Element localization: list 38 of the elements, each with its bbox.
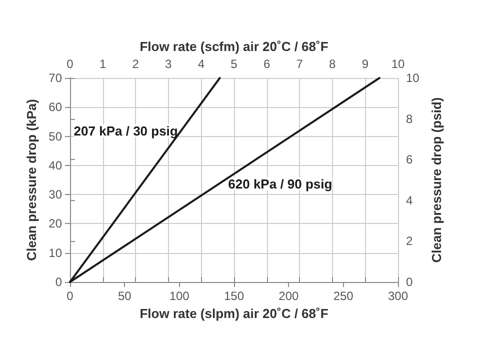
y2-tick-label: 8 — [406, 112, 413, 126]
x2-tick-label: 8 — [329, 57, 336, 71]
y-tick-label: 50 — [48, 129, 62, 144]
y-tick-label: 40 — [48, 158, 62, 172]
x2-tick-label: 6 — [263, 57, 270, 71]
x-tick-label: 200 — [278, 289, 299, 303]
y2-tick-label: 2 — [406, 234, 413, 248]
y-tick-label: 30 — [48, 188, 62, 202]
y-tick-label: 10 — [48, 246, 62, 260]
x2-tick-label: 3 — [165, 57, 172, 71]
y2-tick-label: 10 — [406, 71, 420, 85]
x-axis-title: Flow rate (slpm) air 20˚C / 68˚F — [140, 306, 328, 321]
x-tick-label: 250 — [333, 289, 354, 303]
x-tick-label: 150 — [224, 289, 244, 303]
x-tick-label: 0 — [66, 289, 74, 303]
x2-tick-label: 7 — [296, 57, 304, 71]
y2-tick-label: 0 — [406, 275, 413, 289]
x2-tick-label: 9 — [362, 57, 369, 71]
x2-tick-label: 0 — [66, 57, 74, 71]
y-tick-label: 60 — [48, 100, 62, 114]
y2-tick-label: 4 — [406, 193, 413, 208]
x2-tick-label: 4 — [198, 57, 205, 71]
y2-tick-label: 6 — [406, 152, 413, 167]
y-tick-label: 70 — [48, 71, 62, 85]
x2-tick-label: 5 — [230, 57, 238, 71]
x2-axis-title: Flow rate (scfm) air 20˚C / 68˚F — [140, 39, 328, 54]
series-label: 620 kPa / 90 psig — [228, 176, 332, 192]
series-label: 207 kPa / 30 psig — [74, 123, 178, 138]
y-tick-label: 0 — [55, 275, 62, 289]
x2-tick-label: 10 — [391, 57, 405, 71]
y2-axis-title: Clean pressure drop (psid) — [429, 97, 444, 263]
x2-tick-label: 1 — [99, 57, 106, 71]
x-tick-label: 100 — [169, 289, 190, 303]
y-axis-title: Clean pressure drop (kPa) — [24, 99, 39, 261]
x-tick-label: 300 — [388, 289, 408, 303]
x2-tick-label: 2 — [132, 57, 140, 71]
x-tick-label: 50 — [118, 289, 132, 303]
y-tick-label: 20 — [48, 216, 62, 231]
